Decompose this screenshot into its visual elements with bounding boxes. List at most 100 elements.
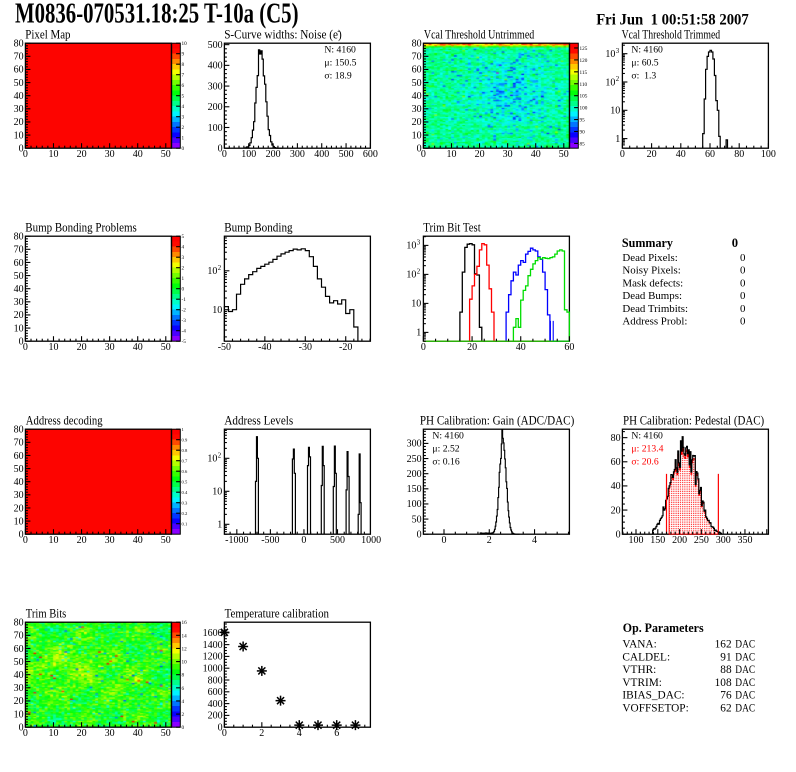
- svg-text:0: 0: [23, 728, 28, 739]
- svg-text:30: 30: [105, 149, 115, 160]
- svg-text:20: 20: [14, 503, 24, 514]
- svg-text:Op. Parameters: Op. Parameters: [623, 621, 704, 635]
- svg-text:9: 9: [182, 52, 185, 58]
- svg-text:4: 4: [182, 245, 185, 251]
- svg-text:50: 50: [14, 657, 24, 668]
- svg-text:30: 30: [14, 490, 24, 501]
- svg-text:80: 80: [734, 149, 744, 160]
- svg-text:0: 0: [417, 530, 422, 541]
- svg-text:0.2: 0.2: [182, 511, 188, 516]
- svg-text:0: 0: [182, 146, 185, 152]
- svg-text:0: 0: [19, 337, 24, 348]
- svg-text:20: 20: [14, 310, 24, 321]
- svg-text:1: 1: [182, 427, 185, 432]
- svg-text:40: 40: [133, 535, 143, 546]
- svg-text:40: 40: [133, 342, 143, 353]
- svg-text:0.9: 0.9: [182, 438, 188, 443]
- svg-text:400: 400: [208, 699, 223, 710]
- svg-text:10: 10: [412, 130, 422, 141]
- svg-text:110: 110: [580, 82, 588, 88]
- svg-text:108: 108: [715, 677, 732, 689]
- svg-text:50: 50: [14, 271, 24, 282]
- svg-text:50: 50: [161, 535, 171, 546]
- svg-text:0: 0: [417, 144, 422, 155]
- svg-text:50: 50: [412, 514, 422, 525]
- svg-text:40: 40: [412, 91, 422, 102]
- svg-text:10: 10: [49, 342, 59, 353]
- svg-text:500: 500: [330, 535, 345, 546]
- svg-text:PH Calibration: Gain (ADC/DAC): PH Calibration: Gain (ADC/DAC): [420, 413, 574, 427]
- svg-text:0: 0: [19, 144, 24, 155]
- svg-text:Address decoding: Address decoding: [26, 413, 103, 427]
- svg-text:115: 115: [580, 70, 588, 76]
- svg-text:600: 600: [363, 149, 378, 160]
- svg-text:300: 300: [290, 149, 305, 160]
- svg-text:50: 50: [161, 149, 171, 160]
- svg-text:-1: -1: [182, 297, 187, 303]
- svg-text:1400: 1400: [203, 640, 223, 651]
- svg-text:10: 10: [212, 487, 222, 498]
- svg-text:DAC: DAC: [735, 652, 755, 664]
- svg-text:DAC: DAC: [735, 690, 755, 702]
- svg-text:0: 0: [732, 236, 738, 250]
- svg-text:Dead Pixels:: Dead Pixels:: [622, 252, 677, 264]
- svg-text:3: 3: [616, 48, 620, 55]
- svg-text:6: 6: [182, 83, 185, 89]
- svg-text:10: 10: [406, 270, 416, 281]
- svg-text:DAC: DAC: [735, 677, 755, 689]
- svg-text:40: 40: [14, 91, 24, 102]
- svg-text:0: 0: [19, 530, 24, 541]
- svg-text:0.7: 0.7: [182, 459, 188, 464]
- svg-text:60: 60: [611, 457, 621, 468]
- svg-text:-: -: [337, 26, 340, 36]
- svg-text:14: 14: [182, 633, 188, 639]
- svg-text:0: 0: [740, 277, 746, 289]
- svg-text:50: 50: [161, 728, 171, 739]
- svg-text:500: 500: [208, 40, 223, 51]
- svg-text:600: 600: [208, 687, 223, 698]
- svg-text:σ: 0.16: σ: 0.16: [432, 456, 459, 467]
- svg-text:3: 3: [417, 240, 421, 247]
- svg-text:0: 0: [182, 287, 185, 293]
- svg-text:1: 1: [416, 328, 421, 339]
- svg-text:M0836-070531.18:25 T-10a (C5): M0836-070531.18:25 T-10a (C5): [15, 0, 299, 30]
- svg-text:0.1: 0.1: [182, 522, 188, 527]
- svg-text:10: 10: [49, 149, 59, 160]
- svg-text:0: 0: [740, 316, 746, 328]
- svg-text:10: 10: [182, 660, 188, 666]
- svg-text:200: 200: [266, 149, 281, 160]
- svg-text:0: 0: [740, 290, 746, 302]
- svg-text:30: 30: [14, 104, 24, 115]
- svg-text:50: 50: [14, 464, 24, 475]
- svg-text:30: 30: [412, 104, 422, 115]
- svg-text:10: 10: [605, 77, 615, 88]
- svg-text:100: 100: [208, 123, 223, 134]
- svg-text:7: 7: [182, 73, 185, 79]
- svg-text:0: 0: [23, 535, 28, 546]
- svg-text:0: 0: [421, 342, 426, 353]
- svg-text:40: 40: [611, 481, 621, 492]
- svg-text:105: 105: [580, 94, 588, 100]
- svg-text:0: 0: [19, 723, 24, 734]
- svg-text:0: 0: [222, 728, 227, 739]
- svg-text:20: 20: [77, 342, 87, 353]
- svg-text:2: 2: [259, 728, 264, 739]
- svg-text:0: 0: [740, 265, 746, 277]
- svg-text:VTRIM:: VTRIM:: [622, 677, 662, 689]
- svg-text:40: 40: [516, 342, 526, 353]
- svg-text:200: 200: [407, 469, 422, 480]
- svg-text:40: 40: [133, 149, 143, 160]
- svg-text:DAC: DAC: [735, 664, 755, 676]
- svg-text:70: 70: [14, 52, 24, 63]
- svg-text:Fri Jun 1 00:51:58 2007: Fri Jun 1 00:51:58 2007: [596, 10, 749, 28]
- svg-text:300: 300: [208, 81, 223, 92]
- svg-text:76: 76: [720, 690, 732, 702]
- svg-text:S-Curve widths: Noise (e): S-Curve widths: Noise (e): [224, 27, 342, 41]
- svg-text:Summary: Summary: [622, 236, 674, 250]
- svg-text:1000: 1000: [203, 664, 223, 675]
- svg-text:10: 10: [610, 106, 620, 117]
- svg-text:Bump Bonding Problems: Bump Bonding Problems: [25, 220, 137, 234]
- svg-text:350: 350: [738, 535, 753, 546]
- svg-text:88: 88: [720, 664, 732, 676]
- svg-text:800: 800: [208, 675, 223, 686]
